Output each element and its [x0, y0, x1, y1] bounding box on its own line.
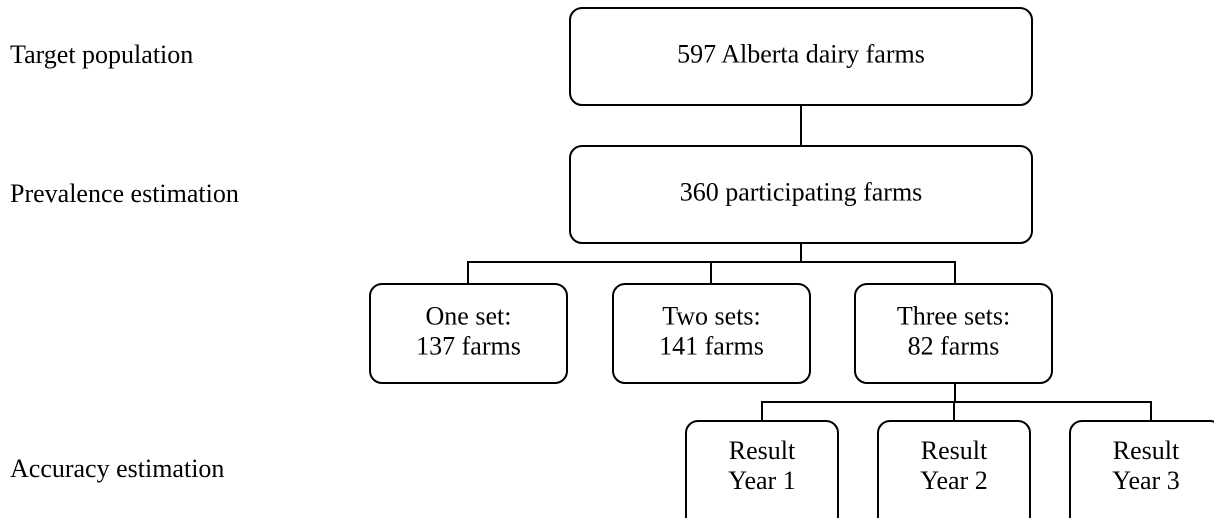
node: 360 participating farms	[569, 145, 1033, 244]
node: Two sets:141 farms	[612, 283, 811, 384]
node-text: Result	[921, 436, 988, 465]
node-box	[877, 420, 1031, 518]
node: One set:137 farms	[369, 283, 568, 384]
node-text: Three sets:	[897, 301, 1010, 330]
node-box	[569, 145, 1033, 244]
node-box	[854, 283, 1053, 384]
node-text: 141 farms	[659, 331, 764, 360]
node-text: Year 1	[728, 466, 795, 495]
boxes: 597 Alberta dairy farms 360 participating…	[369, 7, 1214, 518]
stage-label: Target population	[10, 40, 193, 69]
node-text: Result	[729, 436, 796, 465]
stage-label: Accuracy estimation	[10, 454, 224, 483]
node-text: Year 3	[1112, 466, 1179, 495]
node-text: 82 farms	[908, 331, 1000, 360]
node-box	[369, 283, 568, 384]
node: Three sets:82 farms	[854, 283, 1053, 384]
node-box	[685, 420, 839, 518]
stage-label: Prevalence estimation	[10, 179, 239, 208]
node-box	[569, 7, 1033, 106]
node-box	[1069, 420, 1214, 518]
connectors	[467, 105, 1152, 421]
node: 597 Alberta dairy farms	[569, 7, 1033, 106]
node-text: Year 2	[920, 466, 987, 495]
node-text: 597 Alberta dairy farms	[677, 39, 925, 68]
node-text: Two sets:	[662, 301, 761, 330]
node-text: One set:	[426, 301, 512, 330]
node-text: 137 farms	[416, 331, 521, 360]
node-box	[612, 283, 811, 384]
node-text: Result	[1113, 436, 1180, 465]
node-text: 360 participating farms	[680, 177, 923, 206]
